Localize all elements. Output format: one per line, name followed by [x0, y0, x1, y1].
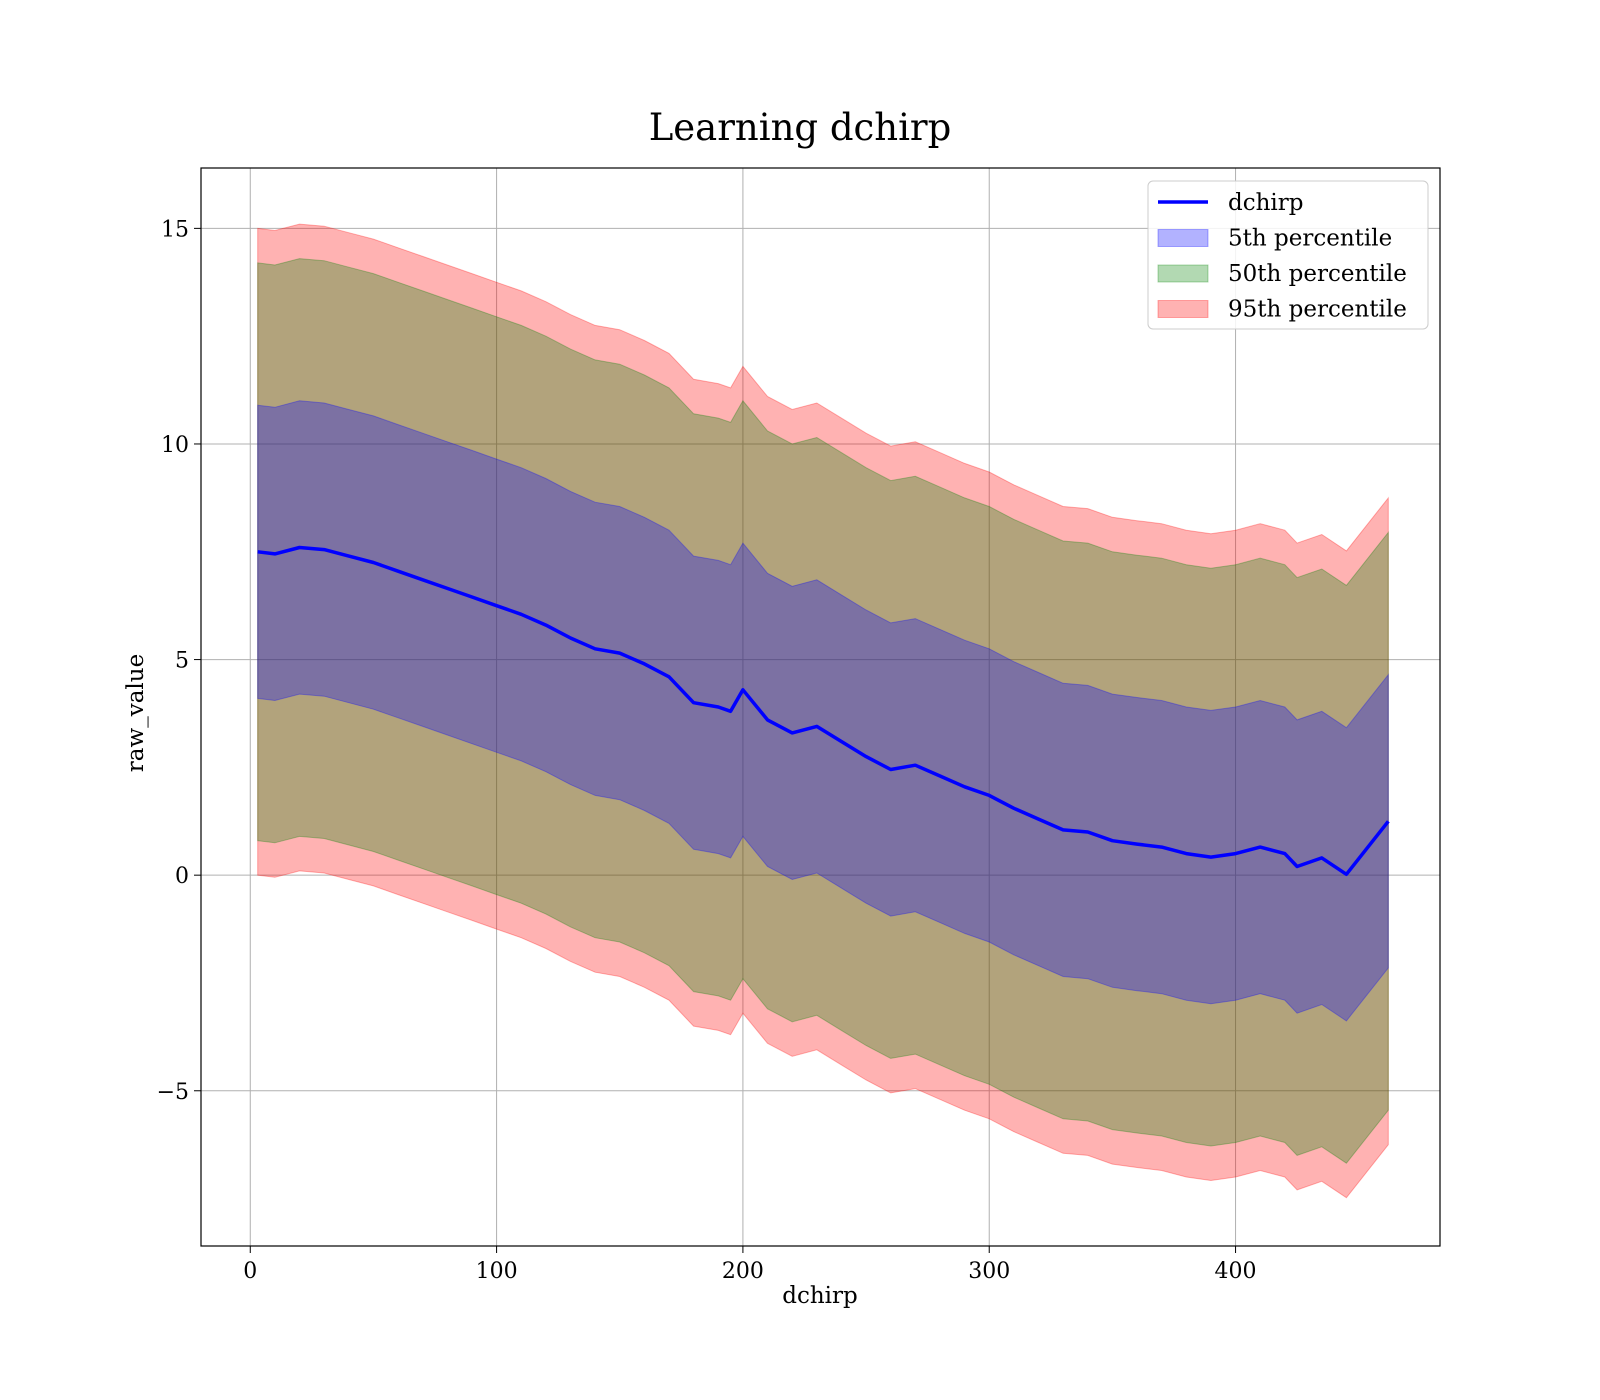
y-tick-label-0: −5 [157, 1080, 189, 1105]
y-tick-label-3: 10 [161, 433, 189, 458]
x-tick-label-4: 400 [1215, 1259, 1257, 1284]
legend-label-95th-percentile: 95th percentile [1228, 297, 1407, 323]
chart-title: Learning dchirp [649, 106, 952, 149]
plot-frame [200, 167, 1441, 1247]
series-line-dchirp [257, 545, 1390, 877]
mean-line-layer [257, 545, 1390, 877]
legend-box [1147, 180, 1429, 330]
x-tick-label-1: 100 [476, 1259, 518, 1284]
y-tick-label-1: 0 [175, 864, 189, 889]
band-5th-percentile [257, 400, 1389, 1022]
band-50th-percentile [257, 258, 1389, 1164]
x-tick-label-0: 0 [243, 1259, 257, 1284]
legend-label-5th-percentile: 5th percentile [1228, 226, 1392, 252]
band-95th-percentile [257, 223, 1389, 1199]
y-tick-label-2: 5 [175, 649, 189, 674]
legend-label-dchirp: dchirp [1228, 190, 1304, 216]
x-tick-label-3: 300 [968, 1259, 1010, 1284]
legend-swatch-5th-percentile [1157, 229, 1209, 247]
y-axis-label: raw_value [123, 654, 149, 772]
legend-label-50th-percentile: 50th percentile [1228, 261, 1407, 287]
legend-swatch-50th-percentile [1157, 264, 1209, 283]
legend: dchirp 5th percentile 50th percentile 95th … [1147, 180, 1429, 330]
x-tick-label-2: 200 [722, 1259, 764, 1284]
legend-swatch-95th-percentile [1157, 300, 1209, 318]
axis-ticks: 0 100 200 300 400 −5 0 5 10 15 [157, 217, 1257, 1284]
y-tick-label-4: 15 [161, 217, 189, 242]
percentile-bands [257, 223, 1389, 1199]
x-axis-label: dchirp [782, 1283, 858, 1309]
